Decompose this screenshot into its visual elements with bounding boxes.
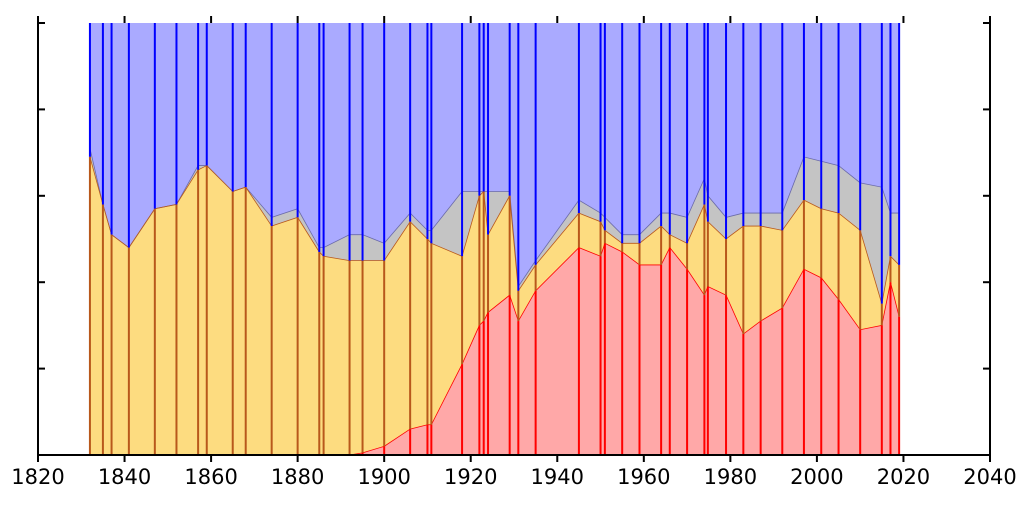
election-lines-layer: [88, 23, 901, 455]
x-tick-label: 2040: [963, 465, 1016, 489]
x-tick-label: 1820: [11, 465, 64, 489]
x-tick-label: 1960: [617, 465, 670, 489]
red-area: [89, 243, 900, 455]
axes: [37, 16, 991, 462]
x-tick-label: 1920: [444, 465, 497, 489]
yellow-boundary-line: [89, 156, 900, 304]
x-tick-label: 1940: [531, 465, 584, 489]
gray-area: [89, 148, 900, 304]
area-layer: [89, 23, 900, 456]
x-tick-label: 1980: [704, 465, 757, 489]
x-tick-label: 2000: [790, 465, 843, 489]
x-tick-label: 1880: [271, 465, 324, 489]
x-tick-label: 1840: [98, 465, 151, 489]
x-tick-label: 1900: [357, 465, 410, 489]
x-tick-labels: 1820 1840 1860 1880 1900 1920 1940 1960 1980 2000…: [11, 465, 1016, 489]
x-tick-label: 1860: [184, 465, 237, 489]
yellow-area: [89, 156, 900, 456]
x-tick-label: 2020: [877, 465, 930, 489]
